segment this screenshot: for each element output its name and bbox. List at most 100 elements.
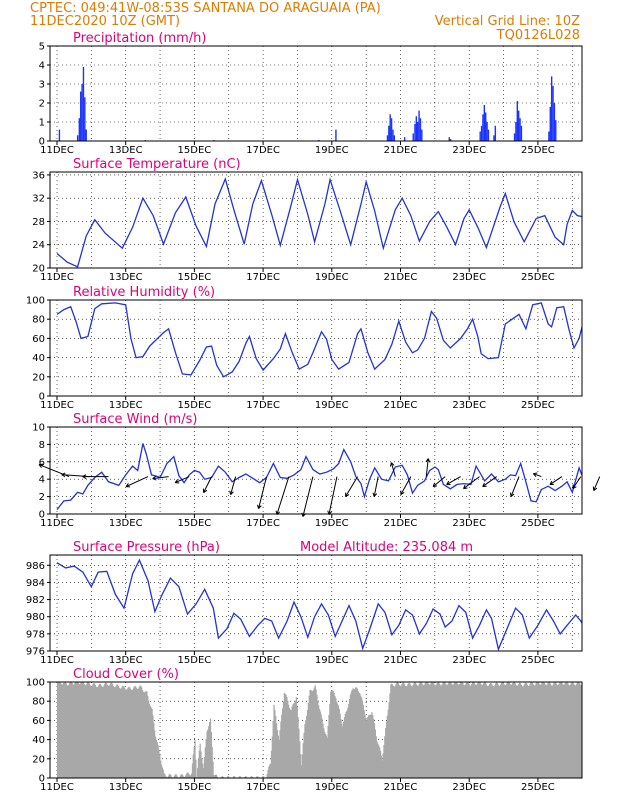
cloud-bar [95,686,97,778]
cloud-bar [542,682,544,778]
cloud-bar [182,775,184,778]
wind-vector [174,476,190,484]
cloud-bar [414,682,416,778]
cloud-bar [162,769,164,778]
cloud-bar [153,722,155,778]
cloud-bar [68,684,70,778]
cloud-bar [482,684,484,778]
cloud-bar [512,682,514,778]
x-tick-label: 15DEC [178,145,212,156]
precip-bar [415,116,418,141]
cloud-bar [367,717,369,778]
cloud-bar [275,723,278,778]
cloud-bar [392,685,395,778]
cloud-bar [440,685,443,778]
cloud-bar [165,775,167,778]
cloud-bar [154,736,157,778]
cloud-bar [133,686,135,778]
cloud-bar [568,685,571,778]
cloud-bar [463,684,465,778]
cloud-bar [57,682,59,778]
cloud-bar [302,743,304,778]
cloud-bar [288,707,291,778]
cloud-bar [391,684,394,778]
cloud-bar [123,687,126,778]
cloud-bar [580,684,582,778]
plot-frame [49,681,583,779]
cloud-bar [63,682,65,778]
y-tick-label: 36 [32,170,45,181]
cloud-bar [445,683,447,778]
cloud-bar [388,702,390,778]
cloud-bar [181,774,183,778]
cloud-bar [470,684,473,778]
x-tick-label: 25DEC [521,782,555,793]
panel-3: 0 20 40 60 80 100 11DEC 13DEC 15DEC 17DEC 19DEC 21D… [26,285,583,411]
cloud-bar [357,690,359,778]
cloud-bar [593,685,594,778]
cloud-bar [70,682,72,778]
cloud-bar [573,685,576,778]
cloud-bar [148,700,150,778]
cloud-bar [239,776,242,778]
panel-6: 0 20 40 60 80 100 11DEC 13DEC 15DEC 17DEC 19DEC 21D… [26,667,594,793]
cloud-bar [438,682,440,778]
cloud-bar [57,682,60,778]
cloud-bar [423,684,425,778]
cloud-bar [118,687,121,778]
cloud-bar [204,747,206,778]
x-tick-label: 17DEC [246,400,280,411]
y-tick-label: 1 [39,118,45,129]
cloud-bar [71,683,73,778]
cloud-bar [567,682,569,778]
wind-vector [549,476,563,486]
cloud-bar [405,686,407,778]
cloud-bar [378,745,380,778]
cloud-bar [358,692,360,778]
cloud-bar [163,773,165,778]
cloud-bar [534,685,536,778]
cloud-bar [451,683,453,778]
cloud-bar [390,684,392,778]
cloud-bar [563,684,565,778]
cloud-bar [436,682,438,778]
cloud-bar [450,682,452,778]
cloud-bar [305,720,307,778]
plot-frame [49,554,583,652]
cloud-bar [456,682,458,778]
cloud-bar [313,687,316,778]
cloud-bar [167,775,170,778]
cloud-bar [458,684,460,778]
cloud-bar [337,705,340,778]
cloud-bar [74,683,76,778]
cloud-bar [159,755,161,778]
cloud-bar [351,689,353,778]
cloud-bar [578,682,580,778]
cloud-bar [304,724,306,778]
cloud-bar [495,682,498,778]
cloud-bar [570,683,572,778]
x-tick-label: 13DEC [109,400,143,411]
precip-bar [519,118,521,141]
cloud-bar [432,682,434,778]
cloud-bar [583,682,584,778]
plot-frame [49,171,583,269]
cloud-bar [300,754,302,778]
cloud-bar [324,733,327,778]
cloud-bar [93,683,96,778]
y-tick-label: 5 [39,42,45,53]
cloud-bar [233,776,236,778]
cloud-bar [454,682,456,778]
cloud-bar [307,702,310,778]
cloud-bar [199,743,201,778]
cloud-bar [348,698,351,778]
cloud-bar [326,737,328,778]
cloud-bar [537,682,539,778]
cloud-bar [120,688,122,778]
cloud-bar [282,701,285,778]
precip-bar [419,118,422,141]
cloud-bar [134,685,136,778]
cloud-bar [131,690,133,778]
cloud-bar [385,728,387,778]
cloud-bar [266,774,268,778]
